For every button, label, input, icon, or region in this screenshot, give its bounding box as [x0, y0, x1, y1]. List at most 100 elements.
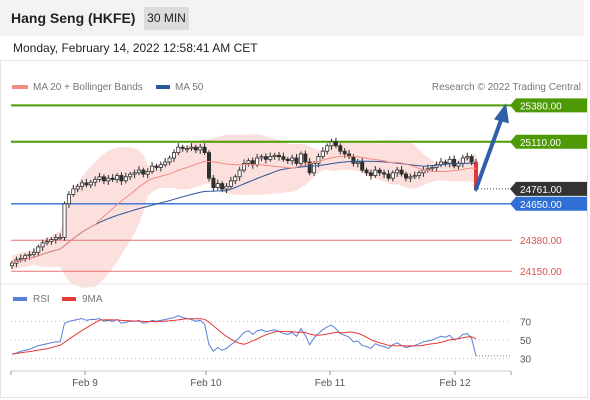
candle-body — [281, 156, 286, 160]
candle-body — [128, 173, 133, 178]
candle-body — [185, 148, 190, 151]
candle-body — [45, 241, 50, 244]
x-axis: Feb 9 Feb 10 Feb 11 Feb 12 — [10, 371, 512, 389]
x-tick-label: Feb 9 — [72, 378, 98, 389]
candle-body — [263, 156, 268, 160]
target-tag — [510, 98, 587, 113]
candle-body — [9, 262, 14, 267]
candle-body — [298, 153, 303, 164]
candle-body — [220, 183, 225, 190]
candle-body — [53, 237, 58, 240]
candle-body — [290, 157, 295, 162]
last-tag-label: 24761.00 — [520, 185, 562, 196]
candle-body — [430, 166, 435, 170]
candle-body — [320, 150, 325, 157]
candle-body — [246, 160, 251, 164]
candle-body — [136, 169, 141, 174]
candle-body — [368, 172, 373, 176]
candle-body — [27, 253, 32, 257]
candle-body — [452, 158, 457, 167]
candle-body — [62, 203, 67, 238]
rsi-legend: RSI 9MA — [13, 294, 103, 305]
forecast-arrow-shaft — [474, 115, 504, 191]
candle-body — [276, 154, 281, 158]
candle-body — [84, 182, 89, 186]
candle-body — [325, 145, 330, 152]
candle-body — [469, 156, 474, 163]
forecast-arrow — [474, 103, 509, 191]
candle-body — [377, 169, 382, 174]
last-tag — [510, 181, 587, 196]
candle-body — [316, 156, 321, 164]
candle-body — [382, 172, 387, 175]
timeframe-button[interactable]: 30 MIN — [144, 7, 189, 30]
chart-title: Hang Seng (HKFE) — [11, 10, 136, 26]
legend: MA 20 + Bollinger Bands MA 50 Research ©… — [12, 82, 581, 93]
legend-label-9ma: 9MA — [82, 294, 103, 305]
candle-body — [206, 152, 211, 179]
x-tick-label: Feb 10 — [190, 378, 222, 389]
bollinger-bands — [12, 134, 476, 288]
rsi-9ma-line — [11, 318, 477, 355]
legend-swatch-rsi — [13, 297, 27, 301]
candle-body — [224, 185, 229, 190]
candle-body — [119, 175, 124, 182]
candle-body — [18, 257, 23, 261]
target-tag-label: 25110.00 — [520, 138, 561, 149]
legend-label-ma20: MA 20 + Bollinger Bands — [33, 82, 143, 93]
candle-body — [31, 251, 36, 255]
rsi-pane: 70 50 30 — [11, 315, 532, 366]
rsi-tick-label: 30 — [520, 355, 532, 366]
candle-body — [408, 176, 413, 179]
candle-body — [71, 188, 76, 195]
candle-body — [417, 172, 422, 176]
target-tag — [510, 134, 587, 149]
candle-body — [150, 165, 155, 172]
candle-body — [145, 171, 150, 175]
rsi-tick-label: 70 — [520, 317, 532, 328]
pivot-tag-label: 24650.00 — [520, 200, 562, 211]
candle-body — [66, 193, 71, 205]
candle-body — [373, 169, 378, 176]
credit-text: Research © 2022 Trading Central — [432, 82, 581, 93]
candle-body — [338, 145, 343, 152]
candle-body — [399, 169, 404, 175]
candle-body — [23, 255, 28, 259]
candle-body — [237, 169, 242, 178]
candle-body — [342, 150, 347, 155]
candle-body — [390, 172, 395, 179]
candle-body — [272, 154, 277, 158]
candle-body — [233, 176, 238, 182]
candle-body — [132, 172, 137, 175]
candle-body — [364, 169, 369, 174]
candle-body — [58, 237, 63, 240]
candle-body — [211, 177, 216, 188]
candle-body — [106, 177, 111, 182]
candle-body — [360, 161, 365, 171]
candle-body — [465, 156, 470, 159]
candle-body — [193, 146, 198, 151]
candle-body — [421, 169, 426, 174]
candle-body — [443, 161, 448, 164]
candle-body — [141, 169, 146, 175]
candle-body — [351, 156, 356, 164]
timestamp: Monday, February 14, 2022 12:58:41 AM CE… — [13, 41, 258, 55]
candle-body — [115, 175, 120, 180]
chart-frame — [0, 60, 588, 398]
chart-header: Hang Seng (HKFE) 30 MIN — [0, 0, 584, 36]
bollinger-band-area — [12, 134, 476, 288]
price-levels — [11, 104, 512, 272]
candle-body — [198, 146, 203, 151]
candle-body — [176, 146, 181, 153]
candle-body — [228, 180, 233, 187]
legend-swatch-ma50 — [156, 85, 170, 89]
candle-body — [460, 157, 465, 164]
candle-body — [255, 157, 260, 166]
forecast-arrow-head — [494, 103, 509, 124]
ma20-line — [11, 155, 477, 264]
moving-averages — [11, 155, 477, 264]
candle-body — [395, 169, 400, 174]
legend-label-rsi: RSI — [33, 294, 50, 305]
x-tick-label: Feb 12 — [439, 378, 471, 389]
